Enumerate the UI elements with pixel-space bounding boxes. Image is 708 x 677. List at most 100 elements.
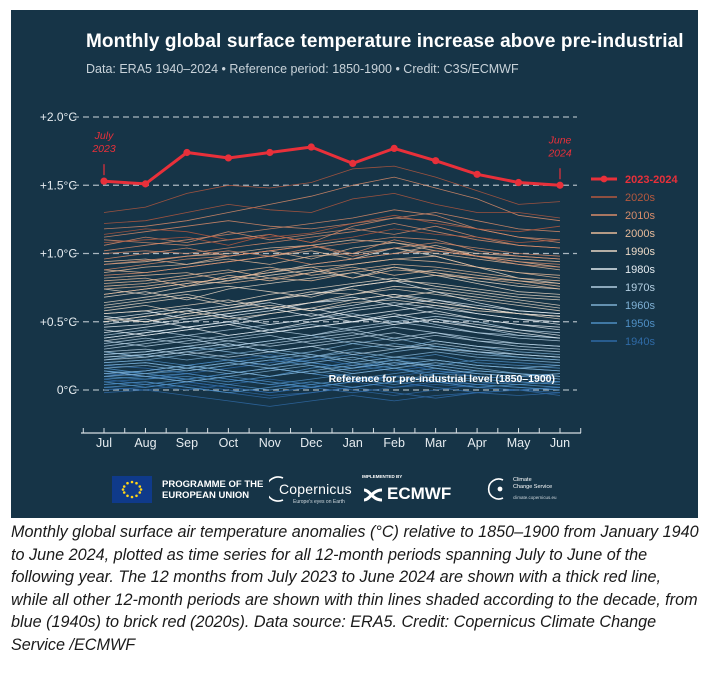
series-line-2020s <box>103 228 561 246</box>
series-line-1980s <box>103 313 561 342</box>
series-line-1950s <box>103 375 561 394</box>
series-line-1960s <box>103 362 561 383</box>
series-line-2000s <box>103 242 561 265</box>
series-line-1970s <box>103 332 561 355</box>
eu-programme-label: PROGRAMME OF THE EUROPEAN UNION <box>162 479 263 501</box>
x-tick-label: Mar <box>425 436 447 450</box>
legend-label: 2010s <box>625 210 655 222</box>
eu-stars-icon <box>121 480 143 499</box>
highlight-point <box>266 148 274 157</box>
series-line-1990s <box>103 272 561 301</box>
series-line-1960s <box>103 359 561 377</box>
x-tick-label: Jul <box>96 436 112 450</box>
x-tick-label: Oct <box>219 436 239 450</box>
series-line-2010s <box>103 176 561 230</box>
legend-label: 2023-2024 <box>625 174 678 186</box>
legend-label: 1990s <box>625 246 655 258</box>
highlight-point <box>349 159 357 168</box>
series-line-1990s <box>103 285 561 309</box>
series-line-1950s <box>103 370 561 383</box>
legend-label: 1980s <box>625 264 655 276</box>
y-tick-label: 0°C <box>57 383 77 397</box>
series-line-2010s <box>103 239 561 271</box>
series-line-2020s <box>103 165 561 213</box>
series-line-1950s <box>103 378 561 391</box>
x-tick-label: Feb <box>383 436 405 450</box>
series-line-1960s <box>103 345 561 361</box>
y-tick-label: +0.5°C <box>40 315 77 329</box>
highlight-point <box>224 154 232 162</box>
copernicus-tagline: Europe's eyes on Earth <box>293 499 345 505</box>
x-tick-label: Sep <box>176 436 198 450</box>
series-line-2000s <box>103 266 561 287</box>
ecmwf-tagline: IMPLEMENTED BY <box>362 474 403 479</box>
series-line-2020s <box>103 214 561 241</box>
highlight-point <box>556 181 564 189</box>
series-line-2000s <box>103 266 561 290</box>
highlight-line <box>103 145 561 187</box>
reference-label: Reference for pre-industrial level (1850… <box>329 373 555 385</box>
x-tick-label: Jan <box>343 436 363 450</box>
y-tick-label: +1.0°C <box>40 247 77 261</box>
highlight-point <box>390 144 398 152</box>
series-line-1980s <box>103 302 561 328</box>
chart-title: Monthly global surface temperature incre… <box>86 31 684 52</box>
series-line-1970s <box>103 332 561 355</box>
series-line-2000s <box>103 255 561 287</box>
x-tick-label: Dec <box>300 436 322 450</box>
series-line-1970s <box>103 340 561 358</box>
highlight-point <box>100 177 108 185</box>
legend-label: 1970s <box>625 282 655 294</box>
highlight-point <box>473 170 481 178</box>
series-line-1970s <box>103 343 561 361</box>
legend-label: 1960s <box>625 300 655 312</box>
c3s-url: climate.copernicus.eu <box>513 495 557 500</box>
annotation-label: June <box>548 134 572 146</box>
legend-label: 2020s <box>625 192 655 204</box>
series-line-1980s <box>103 296 561 320</box>
eu-flag-icon <box>112 476 152 503</box>
ecmwf-icon <box>363 488 383 502</box>
series-line-1940s <box>103 384 561 399</box>
legend-label: 2000s <box>625 228 655 240</box>
annotation-label: July <box>94 130 114 142</box>
copernicus-name: Copernicus <box>279 481 352 497</box>
highlight-point <box>432 157 440 165</box>
x-tick-label: Nov <box>259 436 282 450</box>
series-line-2010s <box>103 250 561 276</box>
x-tick-label: Jun <box>550 436 570 450</box>
chart-subtitle: Data: ERA5 1940–2024 • Reference period:… <box>86 62 519 76</box>
series-line-2010s <box>103 212 561 238</box>
legend-marker <box>600 175 608 183</box>
series-line-1960s <box>103 362 561 380</box>
x-tick-label: Apr <box>467 436 486 450</box>
y-tick-label: +1.5°C <box>40 178 77 192</box>
series-line-1970s <box>103 318 561 347</box>
legend-label: 1950s <box>625 318 655 330</box>
chart-panel: Monthly global surface temperature incre… <box>11 10 698 518</box>
series-line-2010s <box>103 225 561 249</box>
c3s-line-1: Climate <box>513 477 532 483</box>
logo-bar: PROGRAMME OF THE EUROPEAN UNION Copernic… <box>11 462 698 518</box>
figure-caption: Monthly global surface air temperature a… <box>11 523 699 654</box>
series-line-1970s <box>103 313 561 336</box>
x-tick-label: May <box>507 436 531 450</box>
series-line-2010s <box>103 236 561 265</box>
series-line-1960s <box>103 356 561 375</box>
highlight-point <box>141 180 150 188</box>
series-line-2010s <box>103 242 561 260</box>
x-tick-label: Aug <box>134 436 156 450</box>
annotation-label: 2023 <box>91 143 116 155</box>
series-line-2020s <box>103 192 561 224</box>
highlight-point <box>307 143 315 151</box>
series-line-1990s <box>103 288 561 314</box>
series-line-1980s <box>103 315 561 339</box>
copernicus-icon <box>269 476 284 502</box>
chart-plot: +2.0°C +1.5°C +1.0°C +0.5°C 0°C Jul Aug Sep Oct N… <box>40 110 679 450</box>
y-tick-label: +2.0°C <box>40 110 77 124</box>
series-line-1990s <box>103 299 561 323</box>
eu-line-2: EUROPEAN UNION <box>162 490 250 501</box>
series-line-1970s <box>103 329 561 350</box>
ecmwf-name: ECMWF <box>387 484 452 503</box>
eu-line-1: PROGRAMME OF THE <box>162 479 264 490</box>
